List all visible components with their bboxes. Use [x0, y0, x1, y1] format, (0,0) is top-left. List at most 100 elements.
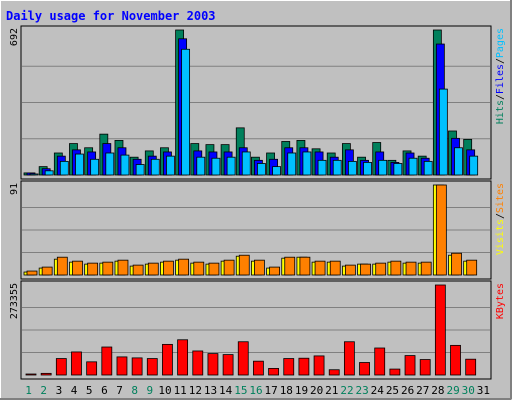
y-max-label: 692: [9, 28, 20, 46]
middle-bar-sites: [56, 256, 68, 276]
top-bar-pages: [90, 158, 100, 176]
bottom-bar-kbytes: [328, 369, 340, 376]
legend-separator: /: [495, 94, 506, 100]
middle-bar-sites: [163, 260, 174, 276]
x-tick-label: 5: [86, 384, 93, 397]
top-bar-pages: [44, 170, 54, 176]
x-tick-label: 17: [265, 384, 278, 397]
bottom-bar-kbytes: [253, 360, 264, 376]
legend-kbytes: KBytes: [495, 283, 506, 319]
bottom-bar-kbytes: [177, 339, 189, 376]
middle-bar-sites: [466, 259, 478, 276]
top-bar-pages: [105, 152, 115, 176]
top-bar-pages: [363, 162, 372, 176]
middle-bar-sites: [26, 270, 38, 276]
legend-separator: /: [495, 213, 506, 219]
top-bar-pages: [241, 151, 251, 176]
middle-bar-sites: [284, 256, 296, 276]
x-tick-label: 24: [371, 384, 385, 397]
bottom-bar-kbytes: [450, 344, 461, 376]
top-bar-pages: [378, 159, 388, 176]
bottom-bar-kbytes: [55, 358, 67, 376]
bottom-bar-kbytes: [419, 359, 431, 376]
y-max-label: 273355: [9, 283, 20, 319]
x-tick-label: 14: [219, 384, 233, 397]
top-bar-pages: [454, 147, 463, 176]
middle-bar-sites: [178, 258, 190, 276]
x-tick-label: 28: [431, 384, 444, 397]
top-bar-pages: [150, 158, 160, 176]
middle-bar-sites: [254, 259, 265, 276]
bottom-bar-kbytes: [116, 356, 128, 376]
bottom-bar-kbytes: [192, 350, 204, 376]
x-tick-label: 6: [101, 384, 108, 397]
x-tick-label: 2: [40, 384, 47, 397]
middle-bar-sites: [147, 262, 159, 276]
top-bar-pages: [181, 48, 191, 176]
bottom-bar-kbytes: [207, 353, 219, 376]
middle-bar-sites: [102, 261, 114, 276]
x-tick-label: 21: [325, 384, 338, 397]
x-tick-label: 25: [386, 384, 399, 397]
x-tick-label: 8: [131, 384, 138, 397]
top-bar-pages: [272, 166, 281, 176]
x-tick-label: 13: [204, 384, 217, 397]
bottom-bar-kbytes: [268, 368, 279, 376]
top-bar-pages: [29, 173, 39, 176]
bottom-bar-kbytes: [298, 357, 310, 376]
bottom-bar-kbytes: [343, 341, 355, 376]
middle-bar-sites: [269, 266, 280, 276]
middle-bar-sites: [193, 261, 205, 276]
middle-bar-sites: [117, 259, 129, 276]
bottom-bar-kbytes: [131, 357, 143, 376]
bottom-bar-kbytes: [389, 368, 401, 376]
x-tick-label: 12: [189, 384, 202, 397]
x-tick-label: 11: [174, 384, 187, 397]
top-bar-pages: [120, 154, 130, 176]
middle-bar-sites: [344, 264, 356, 276]
middle-bar-sites: [132, 264, 144, 276]
bottom-bar-kbytes: [283, 358, 295, 376]
bottom-bar-kbytes: [404, 355, 416, 376]
top-bar-pages: [408, 157, 418, 176]
legend-visits: Visits: [495, 219, 506, 255]
x-tick-label: 9: [147, 384, 154, 397]
top-bar-pages: [469, 155, 479, 176]
top-bar-pages: [75, 153, 84, 176]
middle-bar-sites: [435, 184, 447, 276]
middle-bar-sites: [87, 262, 99, 276]
top-bar-pages: [287, 152, 297, 176]
x-tick-label: 23: [356, 384, 369, 397]
bottom-bar-kbytes: [146, 358, 158, 376]
bottom-bar-kbytes: [40, 372, 52, 376]
legend-pages: Pages: [495, 28, 506, 58]
top-bar-pages: [135, 164, 145, 176]
bottom-bar-kbytes: [237, 341, 249, 376]
bottom-bar-kbytes: [222, 354, 234, 376]
middle-bar-sites: [314, 260, 326, 276]
x-tick-label: 30: [462, 384, 475, 397]
middle-bar-sites: [72, 260, 83, 276]
x-tick-label: 29: [446, 384, 459, 397]
x-tick-label: 10: [158, 384, 171, 397]
x-tick-label: 1: [25, 384, 32, 397]
middle-bar-sites: [238, 254, 250, 276]
x-tick-label: 3: [56, 384, 63, 397]
middle-bar-sites: [360, 263, 371, 276]
bottom-bar-kbytes: [465, 358, 477, 376]
top-bar-pages: [423, 160, 433, 176]
middle-bar-sites: [41, 266, 53, 276]
middle-bar-sites: [420, 261, 432, 276]
x-tick-label: 31: [477, 384, 490, 397]
middle-bar-sites: [208, 262, 220, 276]
x-tick-label: 7: [116, 384, 123, 397]
middle-bar-sites: [299, 256, 311, 276]
middle-bar-sites: [390, 260, 402, 276]
top-bar-pages: [302, 151, 312, 176]
top-bar-pages: [226, 156, 236, 176]
top-bar-pages: [393, 163, 403, 176]
bottom-bar-kbytes: [313, 355, 325, 376]
top-bar-pages: [347, 160, 357, 176]
